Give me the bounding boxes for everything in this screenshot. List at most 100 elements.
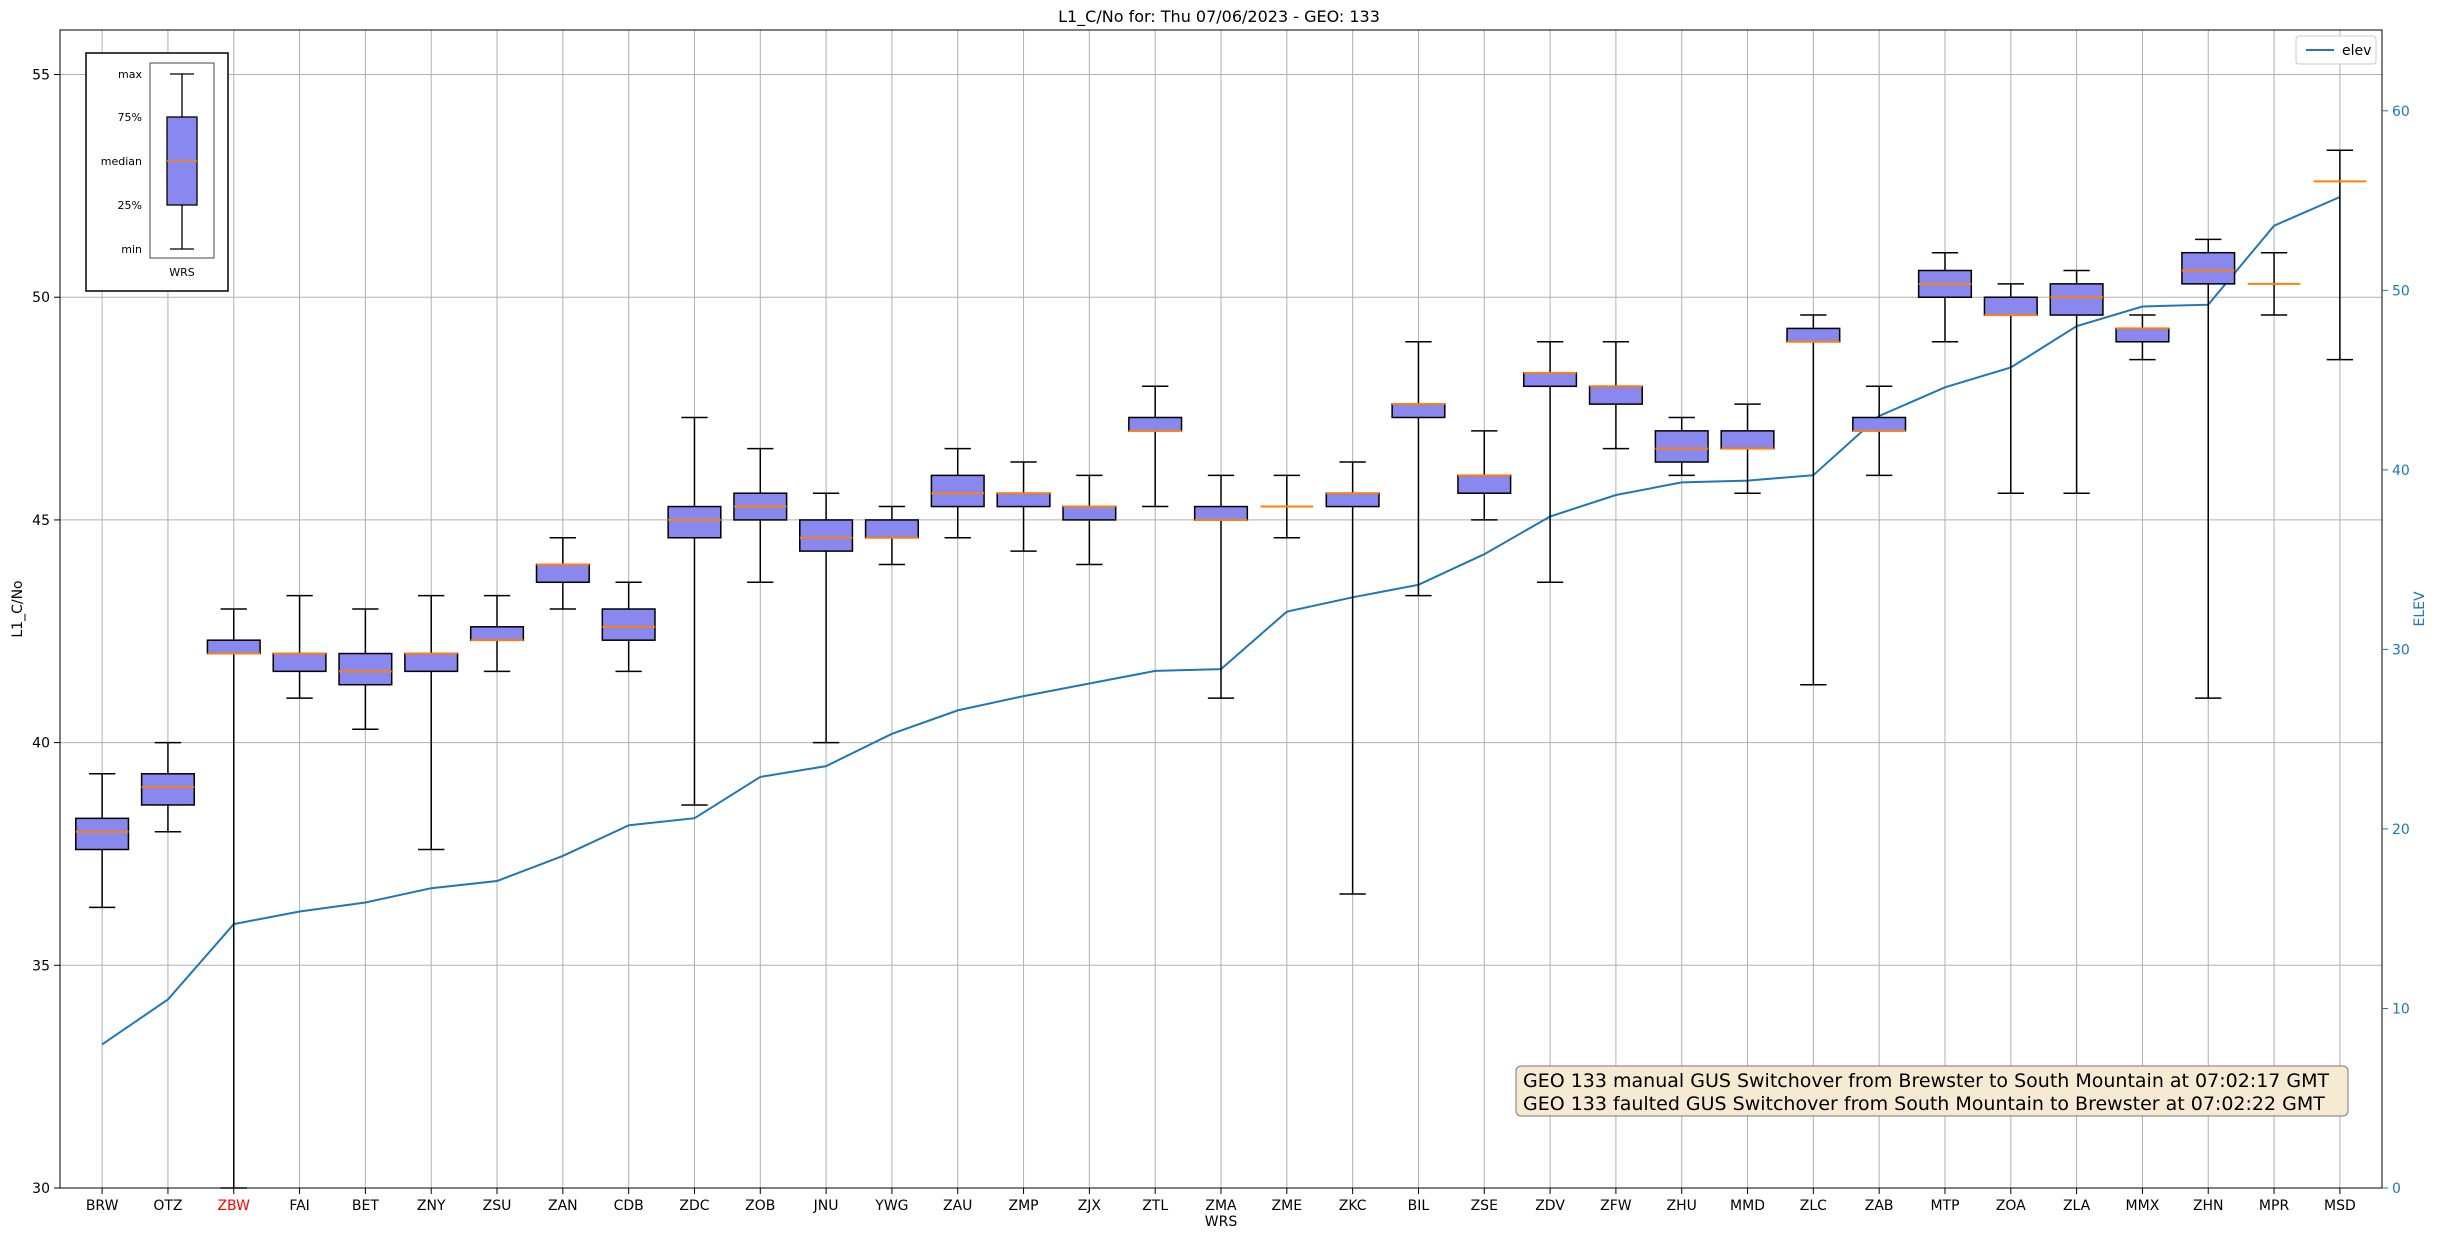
box-zfw — [1588, 341, 1643, 450]
box-iqr — [140, 773, 196, 806]
x-tick-label: ZMP — [1008, 1198, 1038, 1214]
box-zsu — [469, 594, 525, 673]
box-zla — [2049, 269, 2104, 494]
x-tick-label: ZSE — [1471, 1198, 1498, 1214]
box-zob — [733, 447, 788, 584]
box-iqr — [1983, 296, 2038, 316]
chart-title: L1_C/No for: Thu 07/06/2023 - GEO: 133 — [1058, 7, 1380, 27]
box-iqr — [1588, 385, 1643, 405]
y-tick-label: 35 — [32, 958, 50, 974]
x-tick-label: MPR — [2259, 1198, 2290, 1214]
box-zhn — [2181, 238, 2236, 699]
box-zjx — [1062, 474, 1117, 566]
box-zma — [1193, 474, 1249, 699]
legend-elev-label: elev — [2342, 43, 2371, 59]
box-zoa — [1983, 283, 2038, 494]
inset-label-median: median — [101, 155, 142, 168]
x-tick-label: BIL — [1408, 1198, 1430, 1214]
y-tick-label: 40 — [32, 736, 50, 752]
y-tick-label: 50 — [32, 290, 50, 306]
annotation-box: GEO 133 manual GUS Switchover from Brews… — [1515, 1065, 2349, 1117]
inset-label-q1: 25% — [118, 199, 142, 212]
box-iqr — [1720, 430, 1775, 450]
y2-axis-label: ELEV — [2412, 591, 2428, 626]
x-tick-label: ZAN — [548, 1198, 578, 1214]
y-axis-right: 0 10 20 30 40 50 60 — [2382, 104, 2410, 1197]
box-iqr — [1325, 492, 1380, 508]
inset-label-q3: 75% — [118, 111, 142, 124]
box-iqr — [1523, 372, 1578, 388]
y-tick-label: 55 — [32, 68, 50, 84]
x-tick-label: ZFW — [1600, 1198, 1632, 1214]
box-zdv — [1523, 341, 1578, 584]
box-iqr — [1391, 403, 1446, 419]
box-iqr — [75, 817, 130, 851]
x-tick-label: ZHN — [2193, 1198, 2224, 1214]
box-mmx — [2115, 314, 2170, 361]
x-tick-label: BRW — [86, 1198, 119, 1214]
box-iqr — [930, 474, 985, 508]
y2-tick-label: 0 — [2392, 1181, 2401, 1197]
x-tick-label: ZME — [1272, 1198, 1303, 1214]
box-iqr — [2181, 251, 2236, 285]
box-cdb — [601, 581, 656, 673]
legend: elev — [2295, 35, 2377, 65]
box-iqr — [404, 652, 459, 673]
box-mpr — [2247, 251, 2301, 316]
box-iqr — [1852, 416, 1907, 432]
x-axis-label: WRS — [1205, 1214, 1238, 1230]
y2-tick-label: 50 — [2392, 283, 2410, 299]
x-tick-label: ZAB — [1865, 1198, 1894, 1214]
x-tick-label: ZDC — [679, 1198, 709, 1214]
x-tick-label: ZBW — [217, 1198, 250, 1214]
box-iqr — [1654, 430, 1709, 463]
box-bil — [1391, 341, 1446, 597]
box-jnu — [799, 492, 854, 744]
inset-box-legend: max 75% median 25% min WRS — [85, 52, 229, 292]
inset-label-min: min — [121, 243, 142, 256]
box-zdc — [667, 416, 722, 806]
x-tick-label: ZDV — [1535, 1198, 1565, 1214]
x-tick-label: FAI — [289, 1198, 309, 1214]
annotation-line-1: GEO 133 manual GUS Switchover from Brews… — [1523, 1070, 2330, 1092]
x-tick-label: MMX — [2126, 1198, 2160, 1214]
x-tick-label: ZSU — [483, 1198, 512, 1214]
box-zab — [1852, 385, 1907, 477]
box-ztl — [1128, 385, 1183, 508]
plot-area — [59, 29, 2383, 1189]
box-series — [75, 149, 2367, 1189]
box-iqr — [1062, 505, 1117, 521]
x-tick-label: ZLC — [1800, 1198, 1827, 1214]
x-tick-label: CDB — [614, 1198, 644, 1214]
y2-tick-label: 20 — [2392, 822, 2410, 838]
box-ywg — [864, 505, 919, 566]
x-tick-label: ZLA — [2063, 1198, 2091, 1214]
box-iqr — [206, 639, 261, 655]
x-tick-label: OTZ — [153, 1198, 182, 1214]
box-iqr — [799, 519, 854, 552]
box-iqr — [2115, 327, 2170, 343]
box-iqr — [338, 652, 393, 686]
inset-xlabel: WRS — [169, 266, 195, 279]
inset-plot-frame — [149, 62, 215, 259]
box-mmd — [1720, 403, 1775, 494]
box-zhu — [1654, 416, 1709, 477]
y-axis-label: L1_C/No — [10, 580, 26, 637]
box-iqr — [601, 608, 656, 641]
x-tick-label: ZJX — [1078, 1198, 1102, 1214]
box-fai — [272, 594, 327, 699]
box-iqr — [1128, 416, 1183, 432]
annotation-frame — [1515, 1065, 2349, 1117]
x-tick-label: ZNY — [417, 1198, 446, 1214]
box-zny — [404, 594, 459, 851]
box-brw — [75, 773, 130, 909]
x-tick-label: ZOA — [1996, 1198, 2026, 1214]
box-zmp — [996, 461, 1051, 552]
x-tick-label: MSD — [2324, 1198, 2356, 1214]
box-zlc — [1786, 314, 1841, 686]
y2-tick-label: 30 — [2392, 642, 2410, 658]
x-tick-label: MTP — [1930, 1198, 1959, 1214]
box-bet — [338, 608, 393, 731]
x-tick-label: BET — [352, 1198, 379, 1214]
box-zme — [1260, 474, 1314, 539]
